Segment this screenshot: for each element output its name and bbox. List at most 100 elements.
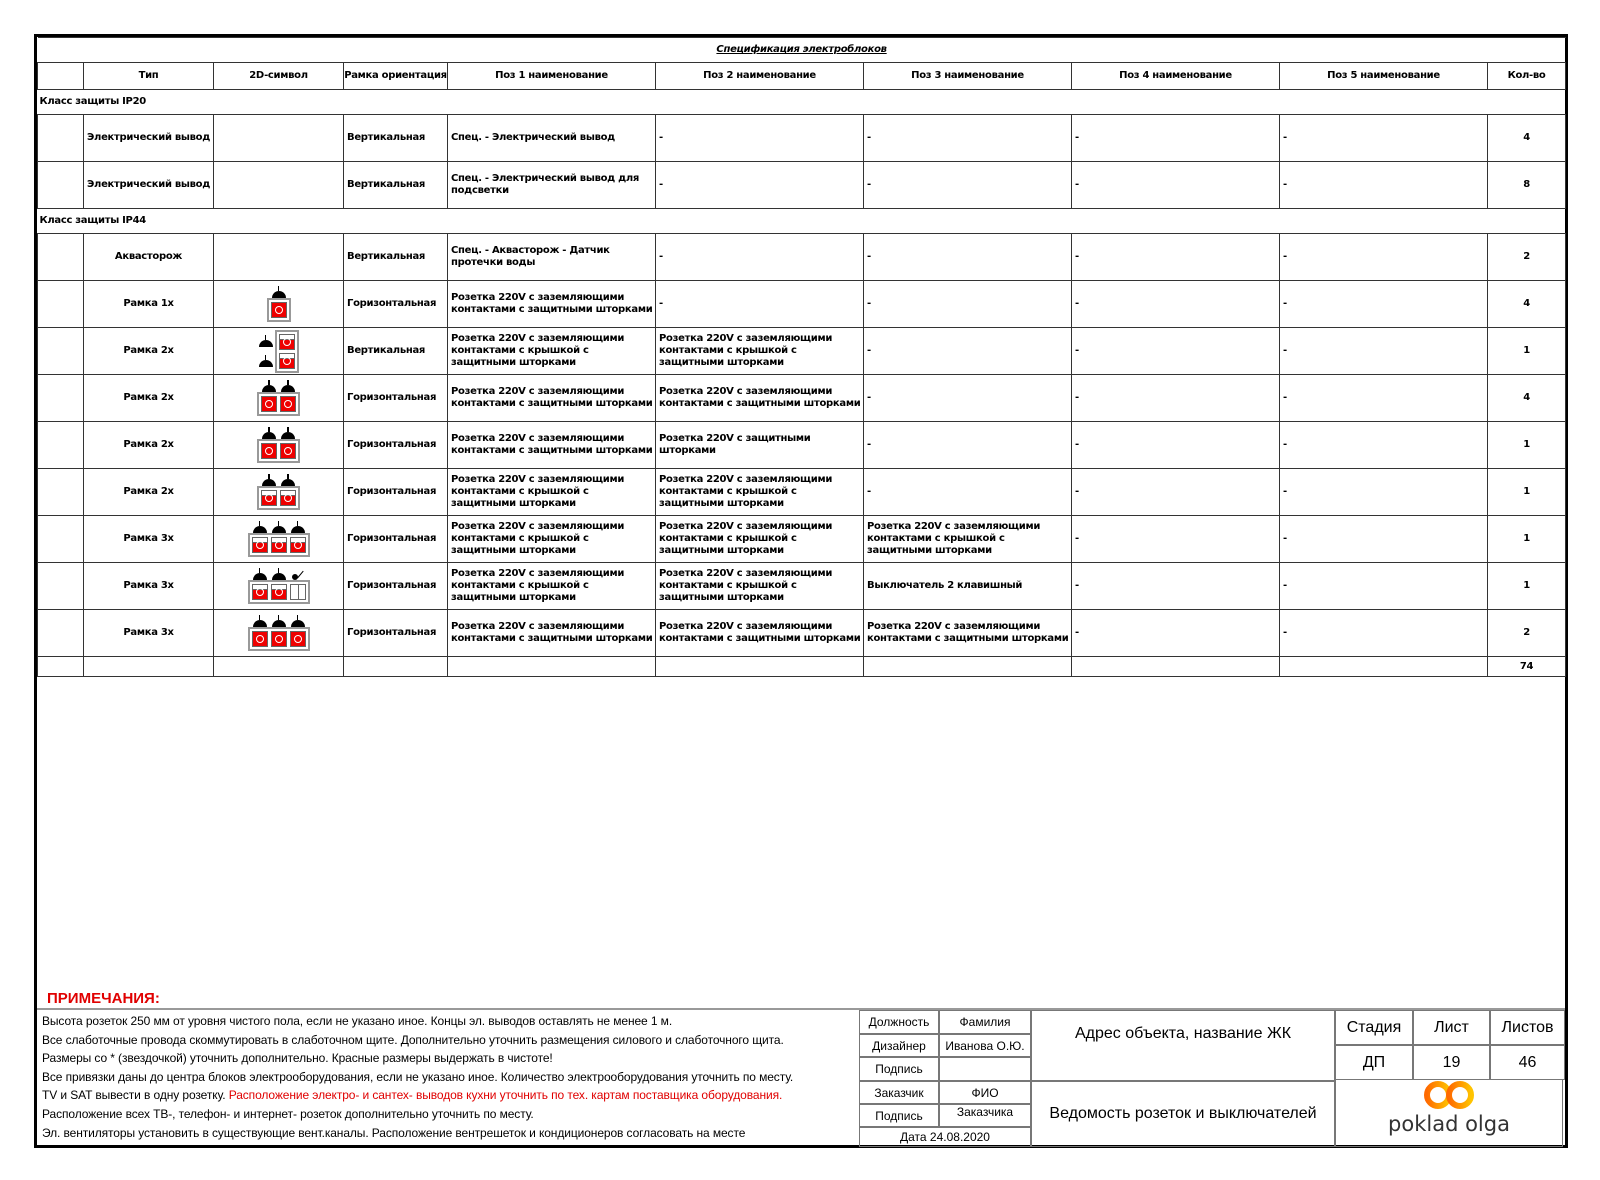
position-cell: -: [1279, 468, 1488, 516]
total-empty-cell: [447, 656, 656, 677]
ground-contact-icon: [290, 615, 305, 627]
type-cell: Рамка 2х: [83, 468, 214, 516]
2d-symbol: [215, 615, 343, 651]
logo-mark-icon: [1424, 1081, 1474, 1109]
row-spacer: [37, 421, 84, 469]
surname-label: Фамилия: [939, 1010, 1031, 1034]
protection-class-row: Класс защиты IP44: [37, 208, 1566, 234]
note-line: Расположение всех ТВ-, телефон- и интерн…: [42, 1105, 859, 1124]
position-cell: -: [655, 280, 864, 328]
symbol-tops: [252, 521, 305, 533]
spec-table: Спецификация электроблоков Тип 2D-символ Ра…: [37, 37, 1567, 677]
customer-signature-label: Подпись: [859, 1104, 939, 1127]
sheets-label: Листов: [1490, 1010, 1565, 1045]
protection-class-row: Класс защиты IP20: [37, 89, 1566, 115]
type-cell: Рамка 1х: [83, 280, 214, 328]
socket-ring: [293, 635, 302, 643]
2d-symbol: [215, 329, 343, 373]
stage-value: ДП: [1335, 1045, 1413, 1080]
type-cell: Рамка 2х: [83, 374, 214, 422]
symbol-cell: [213, 609, 344, 657]
socket-icon: [280, 396, 296, 412]
note-line: Все привязки даны до центра блоков элект…: [42, 1068, 859, 1087]
quantity-cell: 2: [1486, 609, 1567, 657]
ground-contact-icon: [271, 568, 286, 580]
sheets-value: 46: [1490, 1045, 1565, 1080]
symbol-tops: [262, 380, 295, 392]
2d-symbol: [215, 427, 343, 463]
type-cell: Рамка 3х: [83, 562, 214, 610]
position-cell: Розетка 220V с заземляющими контактами с…: [655, 515, 864, 563]
column-header: Поз 2 наименование: [655, 62, 864, 90]
socket-icon: [261, 396, 277, 412]
notes-title: ПРИМЕЧАНИЯ:: [47, 990, 160, 1007]
column-header: 2D-символ: [213, 62, 344, 90]
ground-contact-icon: [271, 521, 286, 533]
orientation-cell: Вертикальная: [343, 233, 448, 281]
table-row: Аквасторож Вертикальная Спец. - Аквасторож…: [37, 233, 1567, 281]
position-cell: Выключатель 2 клавишный: [863, 562, 1072, 610]
note-text: TV и SAT вывести в одну розетку.: [42, 1088, 229, 1103]
position-cell: -: [863, 421, 1072, 469]
socket-ring: [282, 337, 291, 346]
column-header: Поз 4 наименование: [1071, 62, 1280, 90]
symbol-tops: [262, 474, 295, 486]
header-row: Тип 2D-символ Рамка ориентация Поз 1 наимен…: [37, 62, 1567, 90]
position-cell: Спец. - Аквасторож - Датчик протечки вод…: [447, 233, 656, 281]
socket-lid-icon: [289, 537, 306, 553]
row-spacer: [37, 468, 84, 516]
ground-contact-icon: [290, 521, 305, 533]
position-cell: Розетка 220V с заземляющими контактами с…: [447, 327, 656, 375]
logo-text: poklad olga: [1388, 1112, 1510, 1136]
column-header: Тип: [83, 62, 214, 90]
column-header: Поз 5 наименование: [1279, 62, 1488, 90]
row-spacer: [37, 374, 84, 422]
spec-title: Спецификация электроблоков: [37, 37, 1566, 63]
symbol-group: [247, 615, 310, 651]
position-cell: -: [1071, 374, 1280, 422]
column-header: Кол-во: [1486, 62, 1567, 90]
symbol-group: [257, 380, 300, 416]
symbol-group: [247, 521, 310, 557]
symbol-tops: [252, 615, 305, 627]
note-highlight: Расположение электро- и сантех- выводов …: [228, 1088, 783, 1103]
position-cell: Розетка 220V с заземляющими контактами с…: [447, 374, 656, 422]
orientation-cell: Горизонтальная: [343, 468, 448, 516]
customer-signature-value: Заказчика: [939, 1104, 1031, 1127]
protection-class-label: Класс защиты IP44: [37, 208, 1566, 234]
quantity-cell: 4: [1486, 114, 1567, 162]
socket-lid-icon: [278, 352, 295, 369]
ground-contact-icon: [252, 615, 267, 627]
orientation-cell: Горизонтальная: [343, 421, 448, 469]
position-cell: Розетка 220V с заземляющими контактами с…: [655, 562, 864, 610]
position-cell: -: [655, 114, 864, 162]
socket-icon: [289, 631, 306, 647]
total-empty-cell: [83, 656, 214, 677]
customer-label: Заказчик: [859, 1081, 939, 1104]
protection-class-label: Класс защиты IP20: [37, 89, 1566, 115]
position-cell: -: [863, 327, 1072, 375]
note-line: Эл. вентиляторы установить в существующи…: [42, 1124, 859, 1143]
socket-ring: [255, 588, 264, 596]
object-address: Адрес объекта, название ЖК: [1031, 1010, 1335, 1081]
symbol-cell: [213, 468, 344, 516]
orientation-cell: Горизонтальная: [343, 515, 448, 563]
position-cell: Розетка 220V с заземляющими контактами с…: [863, 609, 1072, 657]
ground-contact-icon: [281, 427, 295, 439]
position-cell: -: [655, 233, 864, 281]
position-cell: -: [1071, 114, 1280, 162]
quantity-cell: 4: [1486, 374, 1567, 422]
column-header: Поз 1 наименование: [447, 62, 656, 90]
note-line: Размеры со * (звездочкой) уточнить допол…: [42, 1049, 859, 1068]
row-spacer: [37, 609, 84, 657]
ground-contact-icon: [258, 355, 273, 367]
position-cell: -: [1071, 515, 1280, 563]
ground-contact-icon: [252, 521, 267, 533]
designer-name: Иванова О.Ю.: [939, 1034, 1031, 1057]
type-cell: Электрический вывод: [83, 114, 214, 162]
position-cell: -: [1071, 280, 1280, 328]
type-cell: Рамка 2х: [83, 327, 214, 375]
total-empty-cell: [655, 656, 864, 677]
sheet-value: 19: [1413, 1045, 1490, 1080]
socket-icon: [261, 443, 277, 459]
